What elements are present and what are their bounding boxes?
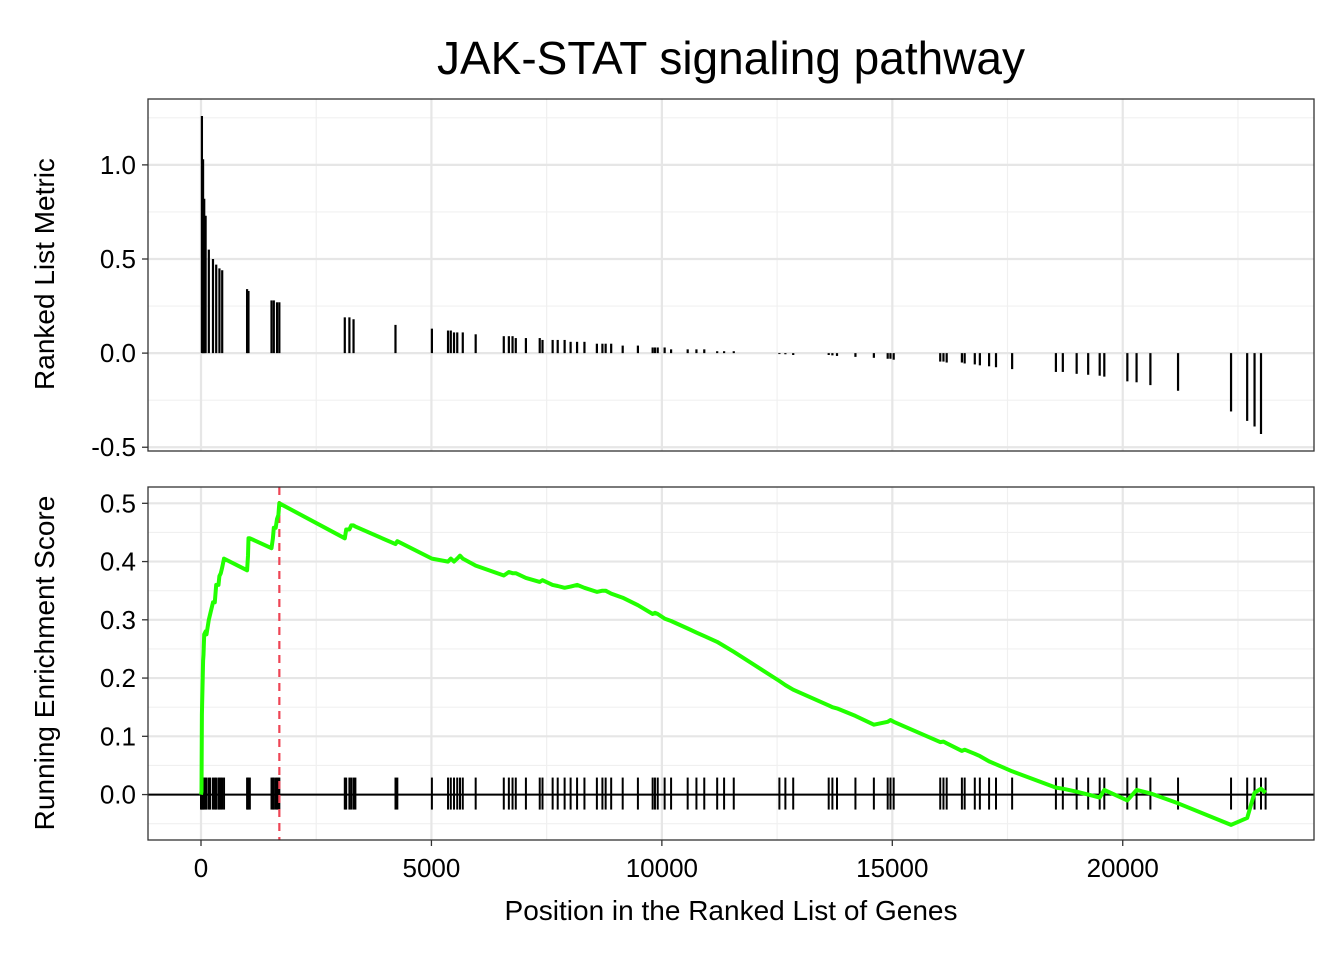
ranked-metric-panel: -0.5 0.0 0.5 1.0: [91, 98, 1315, 462]
x-tick-label: 0: [194, 853, 208, 883]
y-axis-title-enrichment-score: Running Enrichment Score: [29, 496, 60, 831]
ranked-list-metric-y-tick-label: -0.5: [91, 432, 136, 462]
enrichment-score-panel: 0.0 0.1 0.2 0.3 0.4 0.5 0 5000 10000 15000 20000: [100, 486, 1315, 883]
running-enrichment-score-y-tick-label: 0.3: [100, 605, 136, 635]
x-tick-label: 5000: [403, 853, 461, 883]
x-tick-label: 20000: [1087, 853, 1159, 883]
running-enrichment-score-y-tick-label: 0.4: [100, 547, 136, 577]
running-enrichment-score-y-tick-label: 0.5: [100, 488, 136, 518]
ranked-list-metric-background: [148, 99, 1314, 451]
running-enrichment-score-y-tick-label: 0.2: [100, 663, 136, 693]
running-enrichment-score-y-tick-label: 0.1: [100, 721, 136, 751]
x-tick-label: 10000: [626, 853, 698, 883]
x-tick-label: 15000: [856, 853, 928, 883]
y-axis-title-ranked-metric: Ranked List Metric: [29, 158, 60, 390]
running-enrichment-score-border: [147, 486, 1315, 841]
running-enrichment-score-y-tick-label: 0.0: [100, 780, 136, 810]
ranked-list-metric-y-tick-label: 1.0: [100, 150, 136, 180]
running-enrichment-score-background: [148, 487, 1314, 840]
ranked-list-metric-border: [147, 98, 1315, 452]
ranked-list-metric-y-tick-label: 0.0: [100, 338, 136, 368]
ranked-list-metric-y-tick-label: 0.5: [100, 244, 136, 274]
x-axis-title: Position in the Ranked List of Genes: [505, 895, 958, 926]
chart-title: JAK-STAT signaling pathway: [437, 32, 1025, 84]
running-score-line: [199, 501, 1267, 827]
